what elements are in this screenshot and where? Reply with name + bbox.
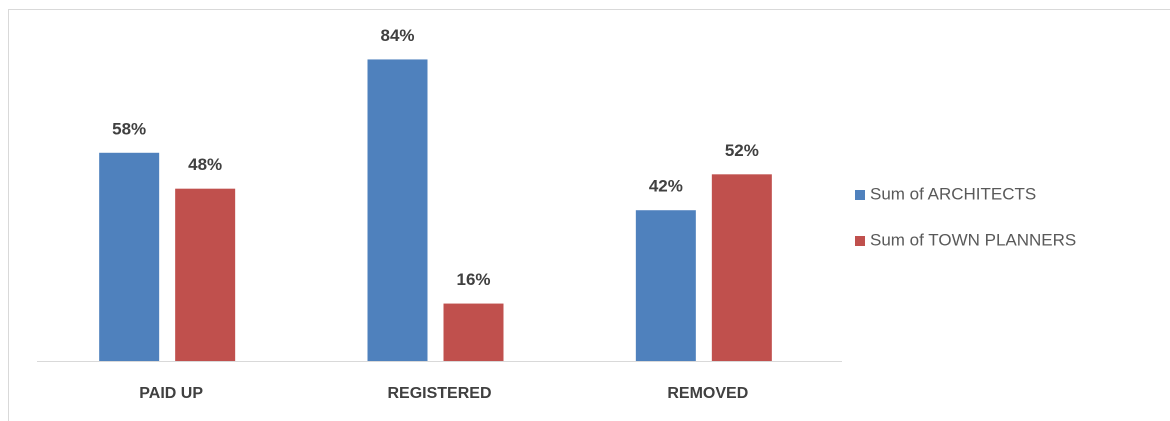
legend-label: Sum of TOWN PLANNERS	[870, 230, 1076, 249]
x-tick-label: REMOVED	[667, 385, 748, 402]
chart-frame	[8, 9, 1170, 421]
bar	[367, 59, 428, 361]
bar	[711, 174, 772, 361]
data-label: 16%	[456, 270, 490, 289]
data-label: 58%	[112, 119, 146, 138]
data-label: 48%	[188, 155, 222, 174]
data-label: 52%	[725, 141, 759, 160]
data-label: 84%	[380, 26, 414, 45]
legend-swatch	[855, 236, 865, 246]
x-tick-label: REGISTERED	[387, 385, 491, 402]
bar	[175, 188, 236, 361]
bar	[635, 210, 696, 361]
bar	[99, 152, 160, 361]
x-tick-label: PAID UP	[139, 385, 203, 402]
legend-label: Sum of ARCHITECTS	[870, 184, 1036, 203]
data-label: 42%	[649, 177, 683, 196]
bar	[443, 303, 504, 361]
legend-swatch	[855, 190, 865, 200]
